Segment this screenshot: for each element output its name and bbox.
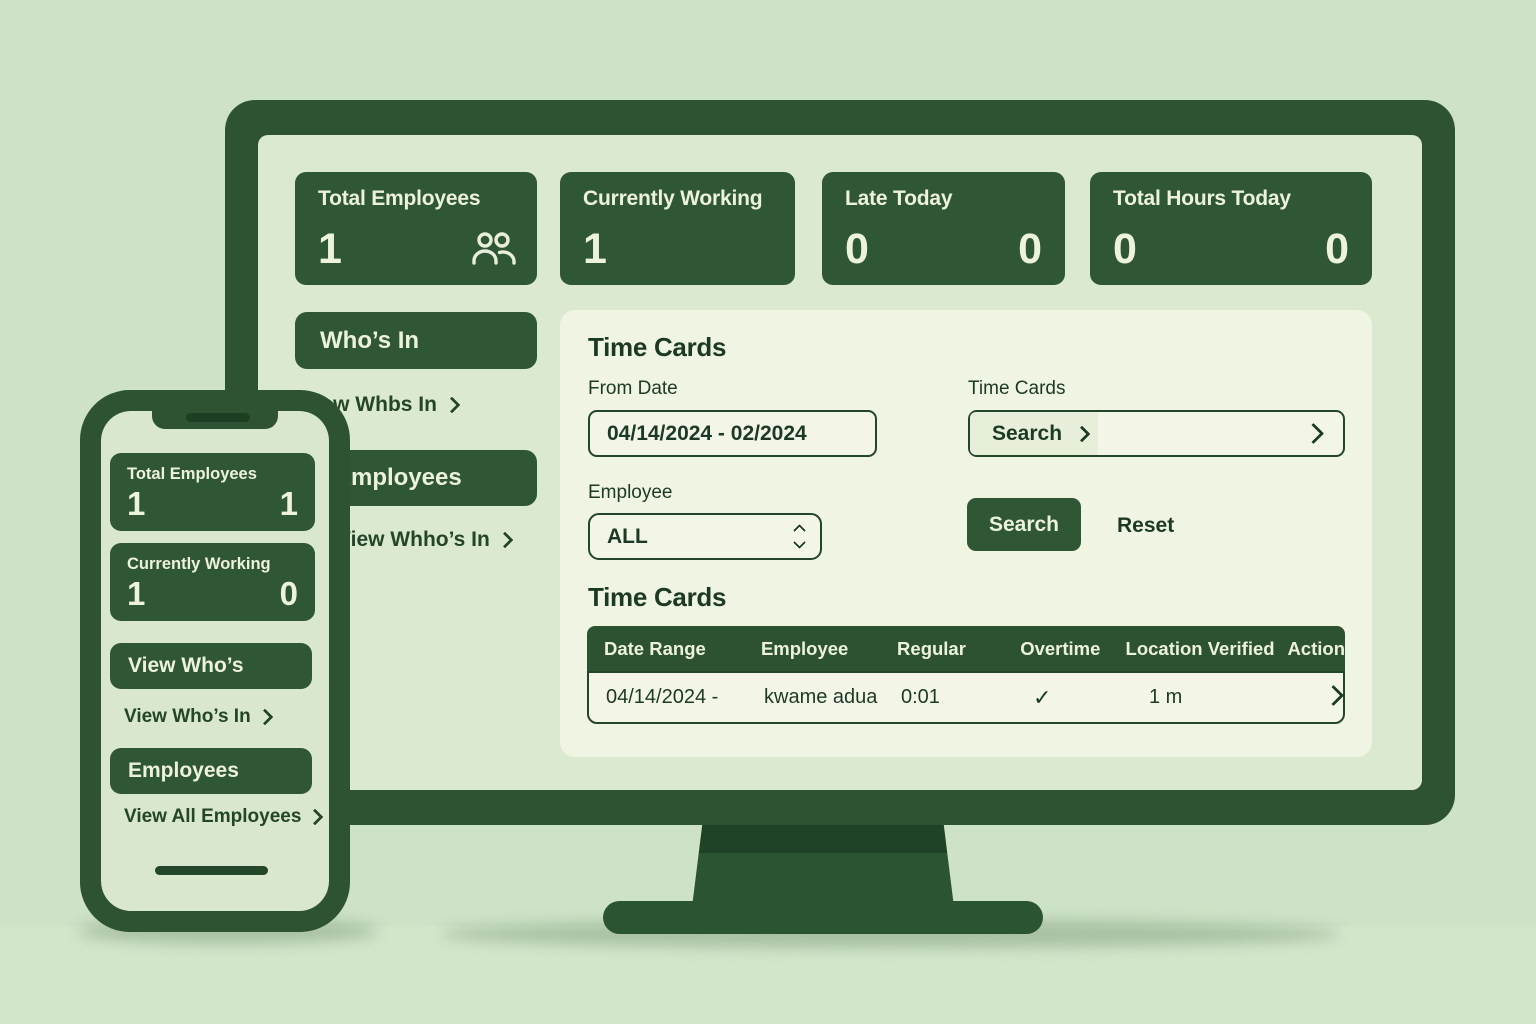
view-whos-in-link-2-label: View Whho’s In [337,528,490,551]
search-segment[interactable]: Search [970,412,1098,455]
stat-value-secondary: 0 [1018,225,1042,273]
col-header-action: Action [1287,637,1345,659]
stat-card-total-hours-today: Total Hours Today 0 0 [1090,172,1372,285]
col-header-location-verified: Location Verified [1125,637,1275,659]
reset-button[interactable]: Reset [1117,514,1174,538]
phone-view-all-employees-link-label: View All Employees [124,806,302,827]
search-segment-label: Search [992,421,1063,445]
time-cards-search-input[interactable]: Search [968,410,1345,457]
stat-value: 0 [845,225,869,273]
employee-select[interactable]: ALL [588,513,822,560]
monitor-base [603,901,1043,934]
col-header-overtime: Overtime [1020,637,1101,659]
phone-view-all-employees-link[interactable]: View All Employees [124,806,324,828]
col-header-date-range: Date Range [604,637,706,659]
time-cards-panel: Time Cards From Date 04/14/2024 - 02/202… [560,310,1372,757]
monitor-stand [692,823,954,907]
up-down-stepper-icon [793,524,806,549]
phone-stat-card-currently-working: Currently Working 1 0 [110,543,315,621]
stat-value: 1 [127,575,146,612]
row-action-chevron[interactable] [1312,684,1345,709]
stat-label: Total Employees [318,187,481,210]
view-whos-in-link-2[interactable]: View Whho’s In [337,528,514,552]
whos-in-button[interactable]: Who’s In [295,312,537,369]
check-icon: ✓ [1033,684,1052,710]
stat-value-secondary: 1 [279,485,298,522]
time-cards-field-label: Time Cards [968,378,1066,399]
search-button-label: Search [988,512,1060,536]
phone-view-whos-button[interactable]: View Who’s [110,643,312,689]
from-date-value: 04/14/2024 - 02/2024 [607,421,807,445]
home-indicator [155,866,268,875]
phone-employees-button-label: Employees [128,759,239,782]
stat-value: 1 [583,225,607,273]
stat-value-secondary: 0 [279,575,298,612]
employee-label: Employee [588,482,673,503]
stat-label: Currently Working [127,555,271,573]
phone-view-whos-in-link-label: View Who’s In [124,706,251,727]
table-header-row: Date Range Employee Regular Overtime Loc… [587,626,1345,671]
stat-label: Total Employees [127,465,257,483]
chevron-right-icon [1073,425,1091,442]
employee-select-value: ALL [607,524,648,548]
phone-employees-button[interactable]: Employees [110,748,312,794]
chevron-right-icon [256,708,274,726]
chevron-right-icon [496,531,514,549]
from-date-input[interactable]: 04/14/2024 - 02/2024 [588,410,877,457]
table-title: Time Cards [588,582,727,612]
stat-card-total-employees: Total Employees 1 [295,172,537,285]
search-button[interactable]: Search [967,498,1081,551]
stat-label: Total Hours Today [1113,187,1291,210]
employees-button-label: Employees [335,464,462,491]
stat-card-late-today: Late Today 0 0 [822,172,1065,285]
cell-location-verified: 1 m [1149,686,1183,708]
col-header-employee: Employee [760,637,849,659]
whos-in-button-label: Who’s In [320,326,420,354]
col-header-regular: Regular [897,637,966,659]
cell-date-range: 04/14/2024 - [606,686,719,708]
chevron-right-icon [306,808,324,826]
stat-label: Currently Working [583,187,763,210]
phone-view-whos-button-label: View Who’s [128,654,244,677]
chevron-right-icon[interactable] [1302,422,1325,445]
phone-stat-card-total-employees: Total Employees 1 1 [110,453,315,531]
stat-value: 1 [127,485,146,522]
stat-value: 0 [1113,225,1137,273]
phone-speaker [186,413,250,422]
cell-employee: kwame adua [764,686,878,708]
stat-value-secondary: 0 [1325,225,1349,273]
phone-view-whos-in-link[interactable]: View Who’s In [124,706,274,728]
from-date-label: From Date [588,378,678,399]
people-icon [471,230,517,271]
cell-regular: 0:01 [901,686,940,708]
reset-button-label: Reset [1117,514,1175,537]
panel-title: Time Cards [588,332,727,362]
stat-label: Late Today [845,187,953,210]
stat-card-currently-working: Currently Working 1 [560,172,795,285]
table-row[interactable]: 04/14/2024 - kwame adua 0:01 ✓ 1 m [587,671,1345,724]
stat-value: 1 [318,225,342,273]
time-cards-table: Date Range Employee Regular Overtime Loc… [587,626,1345,724]
chevron-right-icon [443,396,461,414]
